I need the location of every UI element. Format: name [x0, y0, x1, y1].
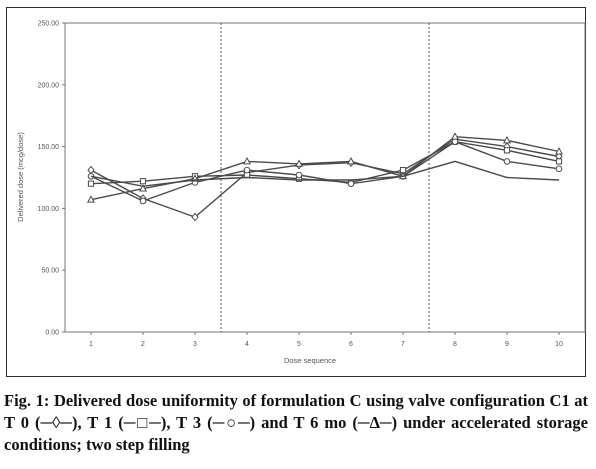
data-point-triangle: [450, 132, 460, 140]
series-line: [90, 138, 560, 218]
caption-line-2: configuration C1 at T 0 (─◊─), T 1 (─□─)…: [4, 391, 589, 432]
data-point-square: [503, 147, 511, 154]
data-point-triangle: [86, 195, 96, 203]
y-tick-label: 150.00: [38, 144, 60, 151]
data-point-triangle: [138, 184, 148, 192]
data-point-circle: [503, 158, 511, 165]
x-tick-label: 7: [401, 341, 405, 348]
y-tick-label: 250.00: [38, 21, 60, 28]
series-line: [90, 160, 560, 187]
data-point-circle: [295, 171, 303, 179]
x-tick-label: 9: [505, 341, 509, 348]
data-point-triangle: [502, 135, 512, 144]
y-axis-label: Delivered dose (mcg/dose): [16, 132, 25, 222]
data-point-triangle: [346, 156, 356, 165]
series-group: [86, 132, 564, 222]
data-point-diamond: [191, 212, 199, 222]
data-point-circle: [451, 138, 459, 145]
data-point-circle: [555, 165, 563, 173]
x-axis-ticks: 1 2 3 4 5 6 7 8 9 10: [89, 332, 563, 348]
caption-line-3: under accelerated storage conditions; tw…: [4, 413, 589, 454]
data-point-triangle: [554, 147, 564, 155]
x-tick-label: 3: [193, 341, 197, 348]
x-axis-label: Dose sequence: [284, 356, 336, 365]
plot-area: [64, 22, 586, 333]
y-axis-ticks: 0.00 50.00 100.00 150.00 200.00 250.00: [38, 21, 65, 337]
caption-line-1: Fig. 1: Delivered dose uniformity of for…: [4, 391, 446, 410]
x-tick-label: 1: [89, 341, 93, 348]
x-tick-label: 5: [297, 341, 301, 348]
y-tick-label: 100.00: [38, 206, 60, 213]
y-tick-label: 0.00: [45, 330, 59, 337]
data-point-triangle: [242, 156, 252, 165]
data-point-square: [555, 158, 563, 165]
data-point-circle: [139, 197, 147, 205]
figure-caption: Fig. 1: Delivered dose uniformity of for…: [4, 390, 588, 456]
series-5: [90, 160, 560, 187]
x-tick-label: 6: [349, 341, 353, 348]
x-tick-label: 4: [245, 341, 249, 348]
x-tick-label: 10: [555, 341, 563, 348]
data-point-triangle: [294, 159, 304, 167]
data-point-circle: [243, 166, 251, 174]
delivered-dose-chart: 0.00 50.00 100.00 150.00 200.00 250.00 1 2 3 4 5 6…: [16, 21, 586, 365]
y-tick-label: 50.00: [41, 268, 59, 275]
y-tick-label: 200.00: [38, 82, 60, 89]
reference-lines: [220, 23, 430, 332]
data-point-square: [139, 178, 147, 185]
data-point-square: [87, 180, 95, 187]
data-point-circle: [347, 180, 355, 187]
x-tick-label: 8: [453, 341, 457, 348]
x-tick-label: 2: [141, 341, 145, 348]
